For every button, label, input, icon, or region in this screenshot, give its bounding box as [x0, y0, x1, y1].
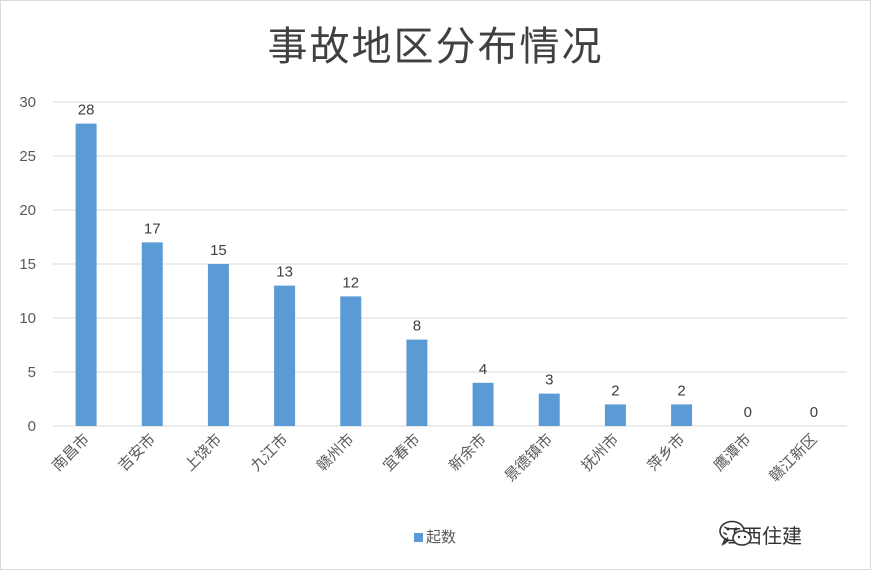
- bar: [274, 285, 296, 426]
- x-tick-label: 鹰潭市: [710, 430, 755, 475]
- y-axis-ticks: 0 5 10 15 20 25 30: [19, 94, 36, 435]
- legend: 起数: [414, 528, 456, 546]
- data-label: 17: [144, 220, 161, 237]
- y-tick-label: 15: [19, 256, 36, 273]
- x-tick-label: 景德镇市: [501, 430, 556, 485]
- data-label: 4: [479, 361, 487, 378]
- watermark: 江西住建: [718, 519, 802, 549]
- bar: [340, 296, 362, 426]
- wechat-icon: [719, 520, 752, 547]
- legend-swatch: [414, 533, 423, 542]
- bar: [472, 382, 494, 426]
- bar: [207, 264, 229, 426]
- bar: [75, 123, 97, 426]
- y-tick-label: 25: [19, 148, 36, 165]
- x-tick-label: 萍乡市: [644, 430, 689, 475]
- data-label: 13: [276, 264, 293, 281]
- data-labels: 28 17 15 13 12 8 4 3 2 2 0 0: [78, 102, 818, 421]
- y-tick-label: 20: [19, 202, 36, 219]
- x-tick-label: 上饶市: [181, 430, 226, 475]
- x-tick-label: 新余市: [445, 430, 490, 475]
- y-tick-label: 5: [28, 364, 36, 381]
- data-label: 0: [744, 404, 752, 421]
- data-label: 28: [78, 102, 95, 119]
- bars: [75, 123, 693, 426]
- x-tick-label: 南昌市: [48, 430, 93, 475]
- data-label: 3: [545, 372, 553, 389]
- data-label: 2: [611, 382, 619, 399]
- data-label: 12: [342, 274, 359, 291]
- legend-label: 起数: [426, 528, 456, 546]
- y-tick-label: 10: [19, 310, 36, 327]
- gridlines: [53, 101, 847, 427]
- bar: [671, 404, 693, 426]
- bar: [538, 393, 560, 426]
- bar: [604, 404, 626, 426]
- bar: [406, 339, 428, 426]
- data-label: 2: [677, 382, 685, 399]
- data-label: 0: [810, 404, 818, 421]
- x-tick-label: 九江市: [247, 430, 292, 475]
- x-tick-label: 抚州市: [578, 430, 623, 475]
- bar: [141, 242, 163, 426]
- data-label: 8: [413, 318, 421, 335]
- data-label: 15: [210, 242, 227, 259]
- chart-title: 事故地区分布情况: [267, 24, 604, 70]
- x-axis-categories: 南昌市 吉安市 上饶市 九江市 赣州市 宜春市 新余市 景德镇市 抚州市 萍乡市 鹰潭市 赣江新区: [48, 430, 820, 485]
- x-tick-label: 赣江新区: [766, 430, 821, 485]
- x-tick-label: 吉安市: [115, 430, 160, 475]
- y-tick-label: 30: [19, 94, 36, 111]
- x-tick-label: 宜春市: [379, 430, 424, 475]
- y-tick-label: 0: [28, 418, 36, 435]
- x-tick-label: 赣州市: [313, 430, 358, 475]
